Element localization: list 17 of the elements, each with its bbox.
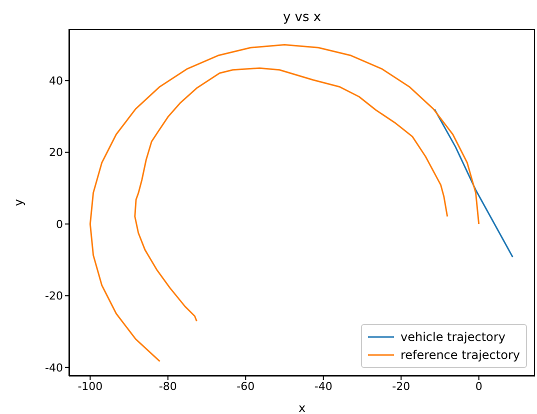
y-axis-title: y [11, 198, 26, 206]
y-tick-label: 20 [49, 146, 63, 160]
legend-label: vehicle trajectory [400, 329, 506, 346]
x-tick-label: -100 [78, 380, 103, 393]
chart-title: y vs x [282, 10, 322, 25]
x-tick-label: 0 [475, 380, 482, 393]
y-tick-label: -40 [45, 361, 63, 374]
line-series [434, 108, 514, 258]
y-tick-label: -20 [45, 290, 63, 303]
x-tick-label: -20 [392, 380, 410, 393]
y-tick-label: 40 [49, 74, 63, 88]
x-tick-label: -60 [236, 380, 255, 393]
legend-label: reference trajectory [400, 347, 520, 364]
y-tick-label: 0 [56, 218, 63, 231]
x-axis-title: x [298, 401, 306, 414]
x-tick-label: -80 [158, 380, 177, 393]
x-tick-label: -40 [314, 380, 332, 393]
